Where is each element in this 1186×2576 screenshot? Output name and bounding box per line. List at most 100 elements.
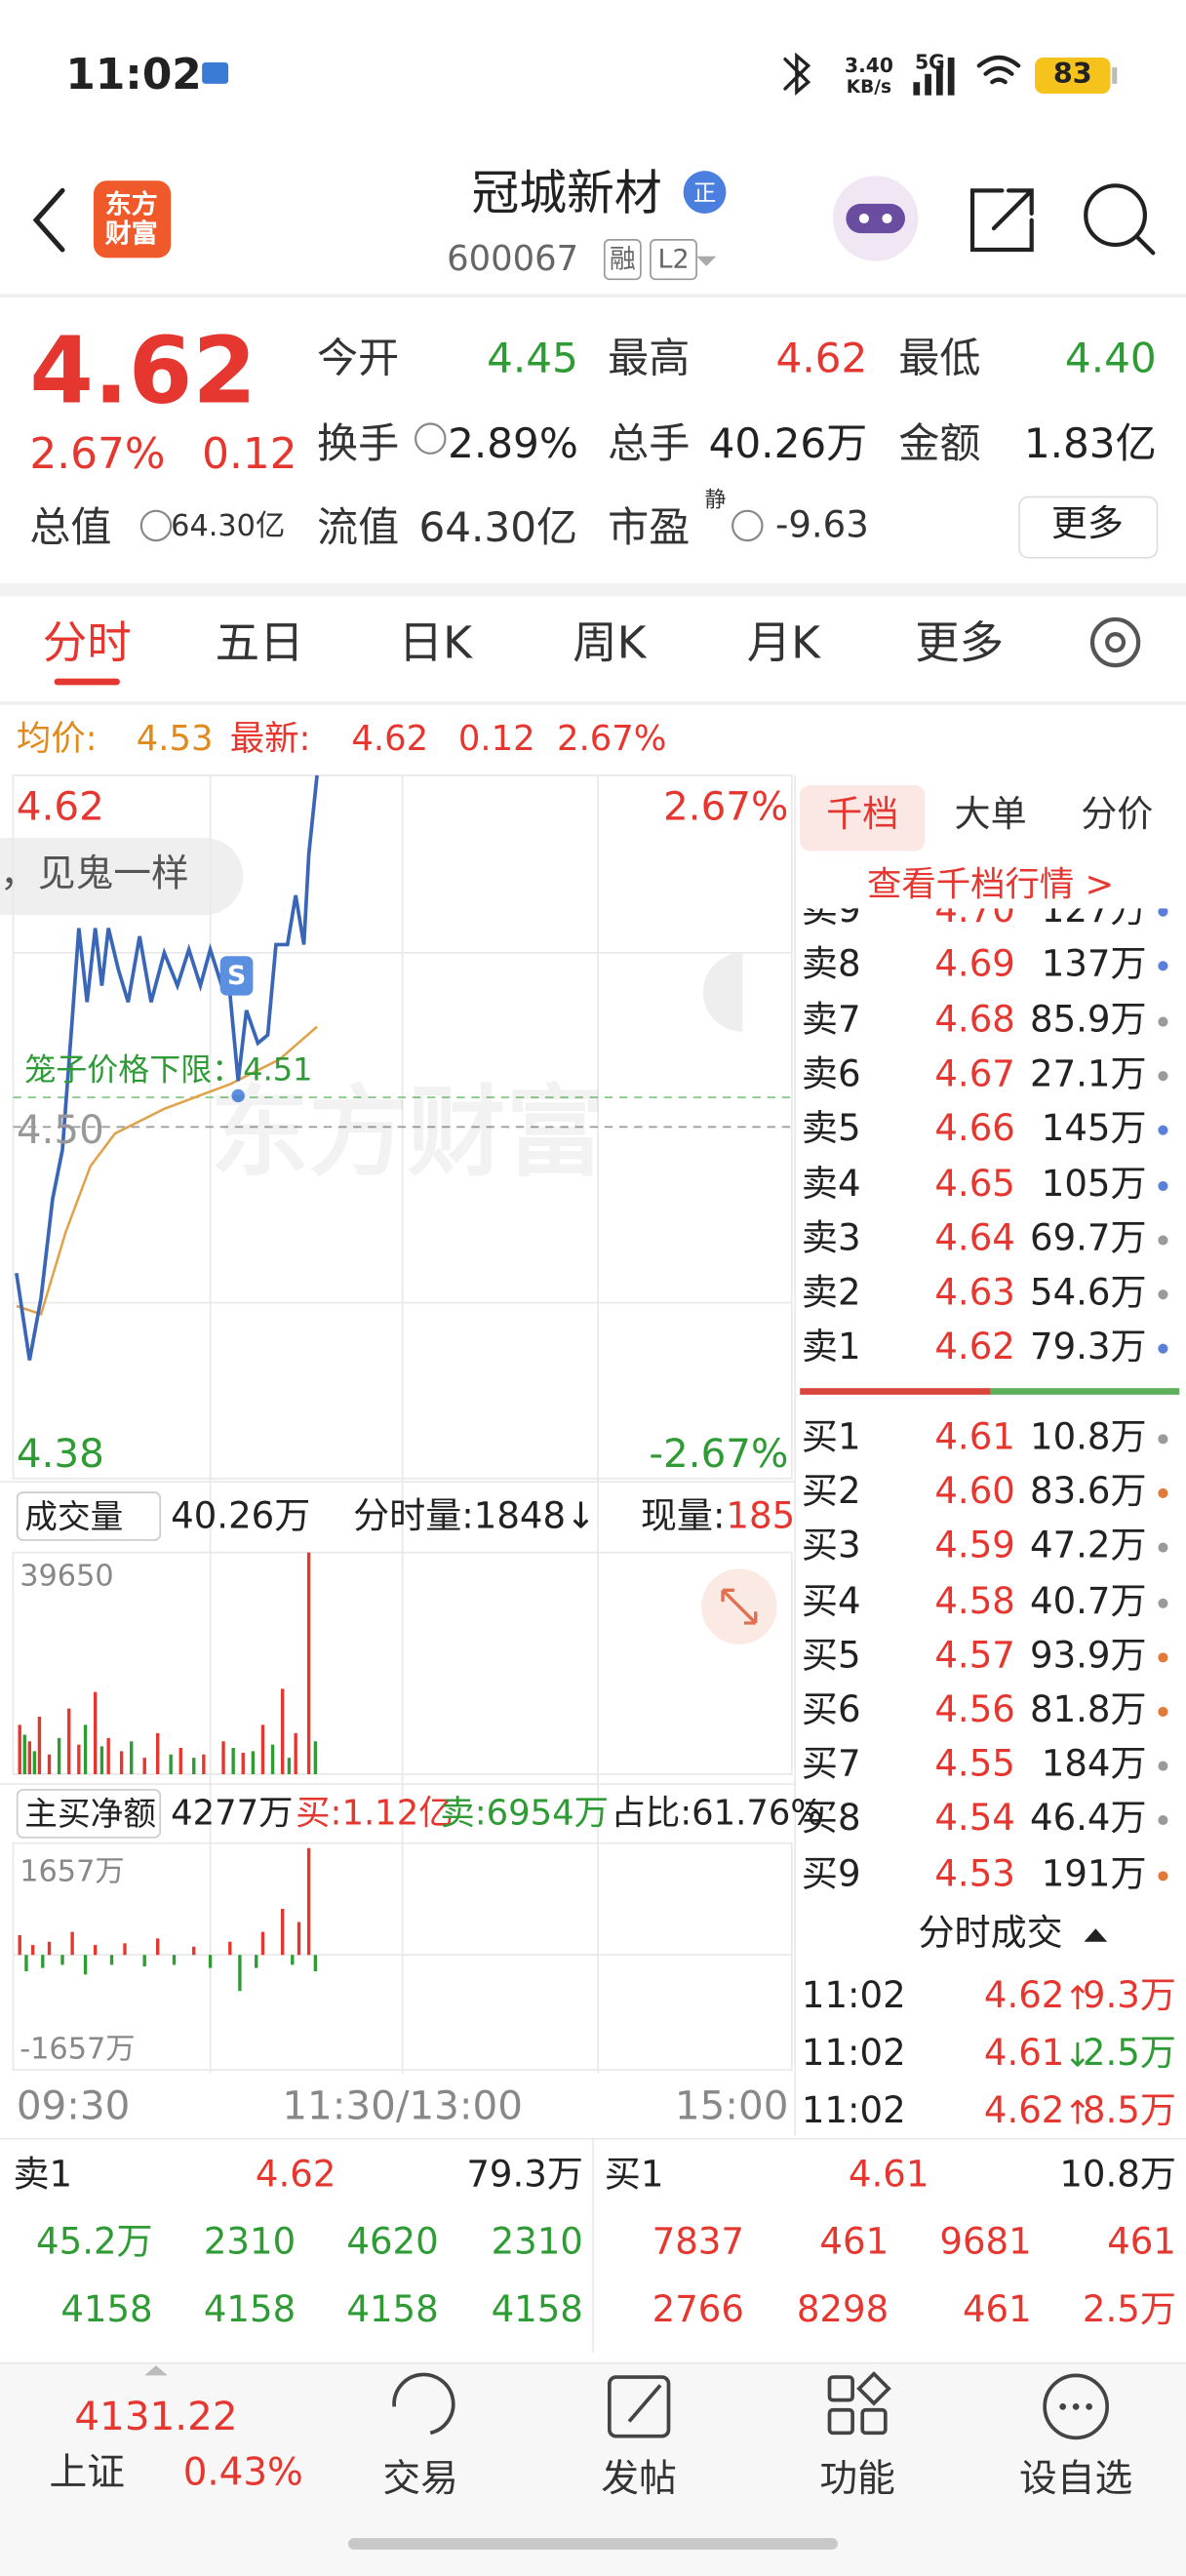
flow-bars-out <box>24 1955 318 1992</box>
bid-label: 买7 <box>801 1744 861 1787</box>
flow-ratio: 占比:61.76% <box>611 1793 824 1833</box>
watchlist-icon[interactable] <box>1043 2373 1110 2440</box>
nav-item[interactable]: 功能 <box>819 2458 895 2502</box>
comment: ，见鬼一样 <box>0 852 189 896</box>
trade-time: 11:02 <box>801 2090 906 2133</box>
row-dot <box>1158 1070 1168 1082</box>
trade-icon[interactable] <box>392 2372 455 2436</box>
axis-label: 4.38 <box>16 1430 104 1478</box>
field-value: 40.26万 <box>708 419 868 468</box>
axis-label: 4.50 <box>16 1107 104 1154</box>
ask-label: 卖1 <box>801 1328 861 1369</box>
trade-arrow: ↑ <box>1063 2092 1091 2133</box>
field-label: 换手 <box>317 419 400 468</box>
marker: S <box>226 959 247 991</box>
more-button-bg[interactable] <box>1018 495 1159 559</box>
tab[interactable]: 日K <box>398 618 472 670</box>
nav-item[interactable]: 发帖 <box>601 2458 677 2502</box>
cage-limit: 笼子价格下限：4.51 <box>24 1051 313 1089</box>
field-label: 今开 <box>317 334 400 382</box>
tab[interactable]: 分时 <box>42 618 132 670</box>
settings-icon[interactable] <box>1089 616 1141 668</box>
buy-detail: 9681 <box>939 2222 1032 2264</box>
tab[interactable]: 周K <box>573 618 647 670</box>
field-value: 4.40 <box>1064 334 1157 382</box>
trades-title[interactable]: 分时成交 <box>918 1914 1063 1956</box>
ask-volume: 127万 <box>1041 908 1147 931</box>
volume-bars-up <box>18 1552 311 1774</box>
row-dot <box>1158 1015 1168 1026</box>
bid-volume: 83.6万 <box>1029 1472 1147 1514</box>
axis-label: 39650 <box>20 1559 114 1594</box>
field-label: 市盈 <box>608 503 691 552</box>
buy-detail: 2.5万 <box>1082 2289 1176 2331</box>
sell-price: 4.62 <box>255 2155 336 2197</box>
nav-item[interactable]: 设自选 <box>1019 2458 1133 2502</box>
ask-label: 卖8 <box>801 944 861 987</box>
field-value: 1.83亿 <box>1023 419 1157 468</box>
bid-price: 4.55 <box>934 1744 1015 1787</box>
price-line <box>15 774 319 1361</box>
function-icon[interactable] <box>827 2375 854 2402</box>
axis-label: -2.67% <box>649 1430 789 1478</box>
row-dot <box>1158 961 1168 971</box>
order-tab[interactable]: 千档 <box>826 795 899 837</box>
post-icon[interactable] <box>607 2375 671 2438</box>
flow-select[interactable] <box>16 1789 162 1839</box>
row-dot <box>1158 1761 1168 1771</box>
order-tab[interactable]: 分价 <box>1081 795 1154 837</box>
field-label: 金额 <box>898 419 981 468</box>
ask-price: 4.69 <box>934 944 1015 987</box>
change: 0.12 <box>202 430 297 480</box>
ask-price: 4.63 <box>934 1273 1015 1315</box>
ask-price: 4.65 <box>934 1164 1015 1206</box>
flow-select[interactable]: 主买净额 <box>24 1794 156 1834</box>
ask-price: 4.68 <box>934 999 1015 1042</box>
tab-underline <box>54 678 120 686</box>
bid-volume: 10.8万 <box>1029 1417 1147 1459</box>
trade-time: 11:02 <box>801 2034 906 2076</box>
buy-detail: 461 <box>1107 2222 1176 2264</box>
last-value: 4.62 <box>351 718 429 759</box>
row-dot <box>1158 1706 1168 1717</box>
field-label: 最低 <box>898 334 981 382</box>
logo[interactable]: 东方财富 <box>104 188 158 250</box>
logo-bg[interactable] <box>93 180 172 258</box>
axis-label: 2.67% <box>662 783 789 830</box>
share-icon[interactable] <box>969 188 1034 253</box>
row-dot <box>1158 1235 1168 1246</box>
bid-volume: 47.2万 <box>1029 1526 1147 1568</box>
ask-volume: 69.7万 <box>1029 1218 1147 1260</box>
tab[interactable]: 五日 <box>215 618 304 670</box>
battery <box>1035 57 1111 94</box>
bid-label: 买5 <box>801 1636 861 1678</box>
bid-volume: 81.8万 <box>1029 1690 1147 1732</box>
tab[interactable]: 更多 <box>915 618 1005 670</box>
volume-select[interactable] <box>16 1491 162 1541</box>
comment-pill <box>0 837 244 916</box>
buy-price: 4.61 <box>848 2155 929 2197</box>
index-value[interactable]: 4131.22 <box>74 2393 238 2440</box>
back-icon[interactable] <box>32 187 65 253</box>
order-tab[interactable]: 大单 <box>954 795 1027 837</box>
ask-price: 4.62 <box>934 1328 1015 1369</box>
order-tab-active[interactable] <box>800 785 926 852</box>
axis-label: -1657万 <box>20 2032 136 2067</box>
nav-icons <box>392 2371 1110 2440</box>
trade-volume: 2.5万 <box>1082 2034 1176 2076</box>
more-button[interactable]: 更多 <box>1050 504 1125 546</box>
tab[interactable]: 月K <box>746 618 821 670</box>
clock: 11:02 <box>65 51 202 100</box>
index-name[interactable]: 上证 <box>49 2451 125 2495</box>
index-pct[interactable]: 0.43% <box>182 2451 303 2495</box>
search-icon[interactable] <box>1084 183 1147 248</box>
time-label: 15:00 <box>674 2082 789 2129</box>
ask-price: 4.67 <box>934 1054 1015 1096</box>
volume-select[interactable]: 成交量 <box>24 1496 124 1536</box>
time-label: 09:30 <box>16 2082 131 2129</box>
sell-detail: 45.2万 <box>36 2222 153 2264</box>
nav-item[interactable]: 交易 <box>382 2458 458 2502</box>
price: 4.62 <box>29 318 257 426</box>
order-link[interactable]: 查看千档行情 > <box>867 864 1115 905</box>
